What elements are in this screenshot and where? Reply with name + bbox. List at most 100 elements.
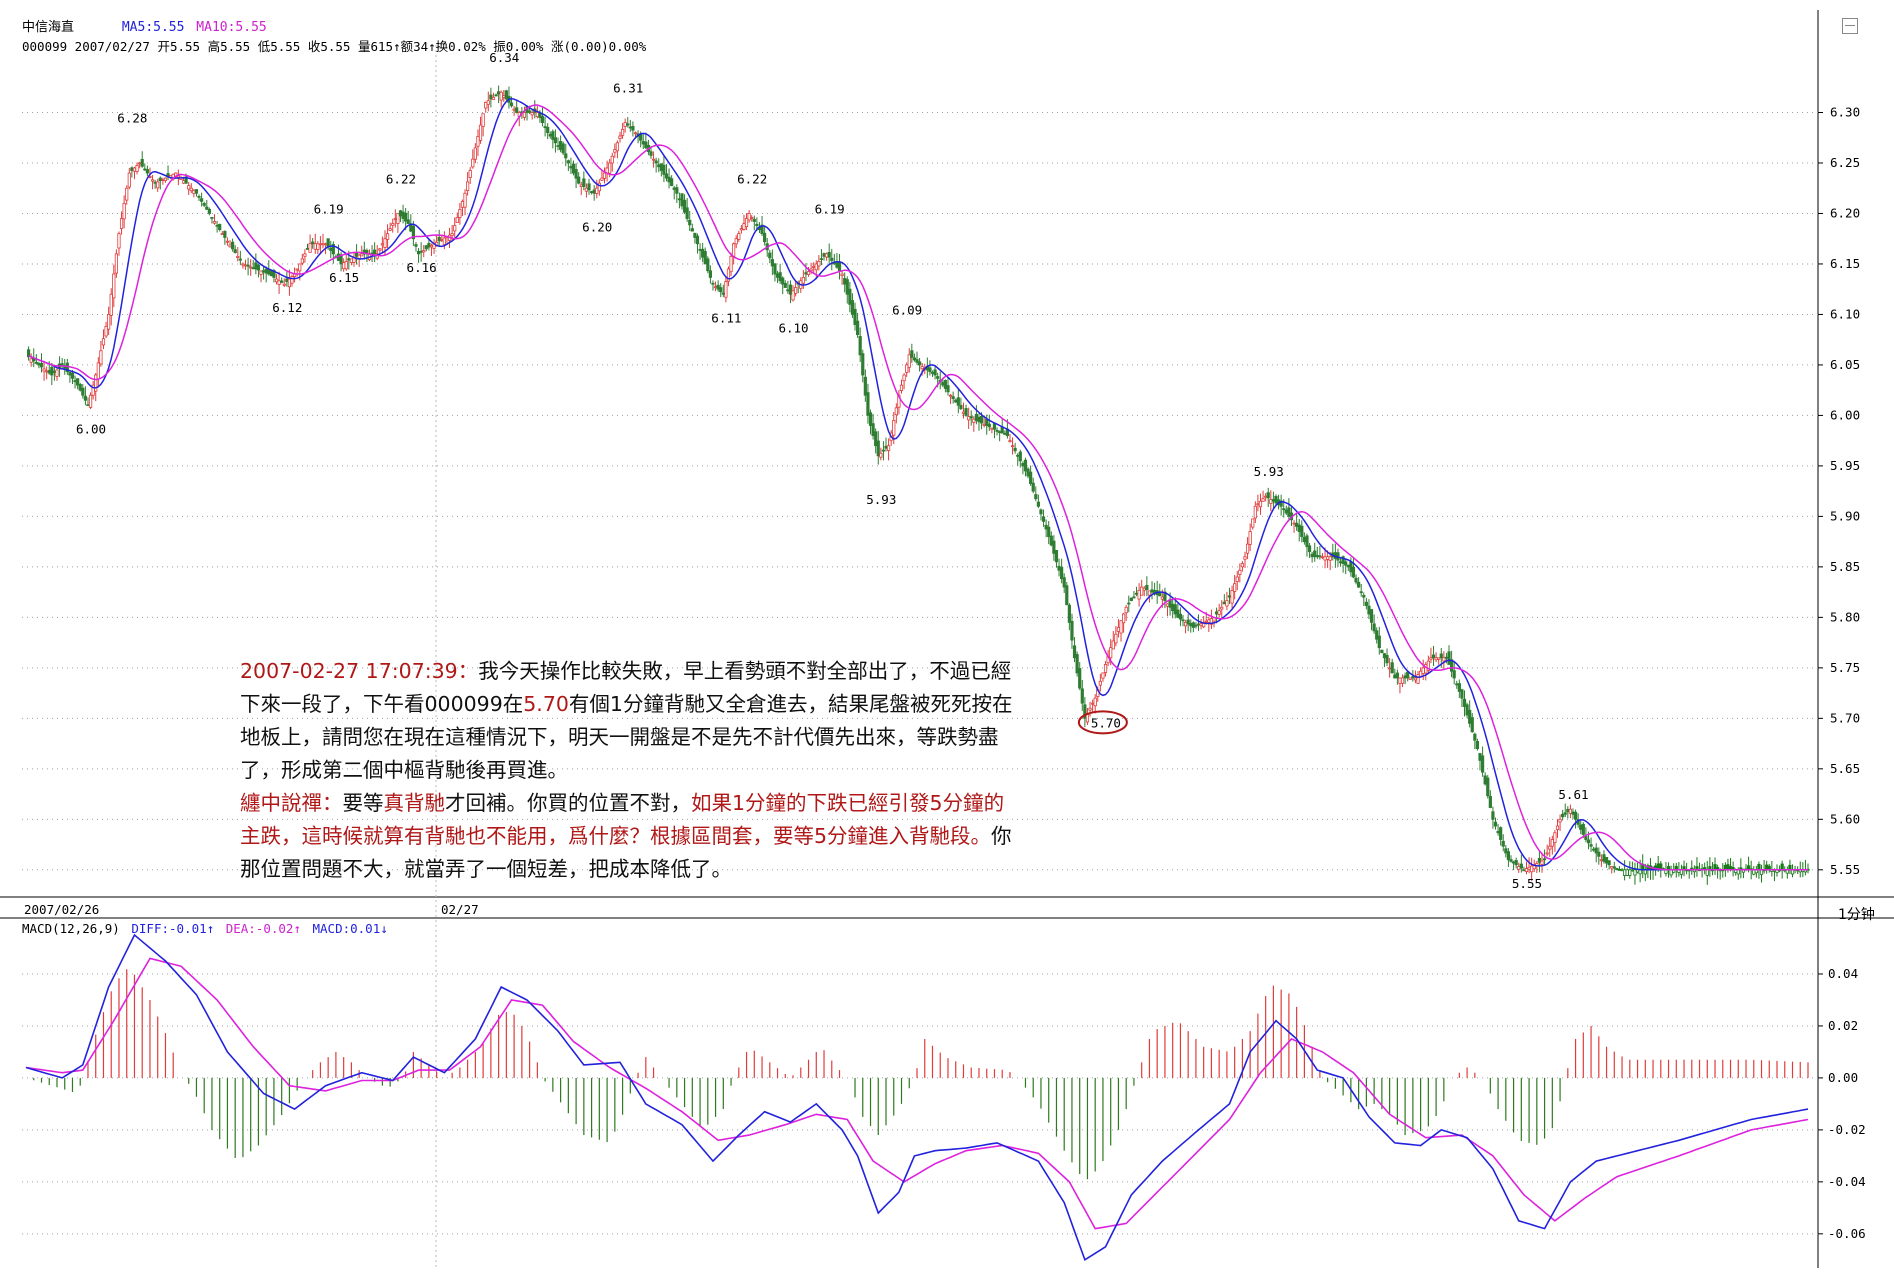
- candle-up: [138, 162, 142, 165]
- candle-up: [613, 149, 617, 153]
- candle-up: [734, 238, 738, 245]
- candle-up: [453, 225, 457, 232]
- candle-down: [763, 232, 767, 243]
- period-label[interactable]: 1分钟: [1838, 907, 1875, 923]
- candle-down: [1369, 609, 1374, 623]
- candle-up: [1558, 818, 1562, 823]
- candle-up: [323, 243, 328, 246]
- candle-up: [1524, 868, 1529, 872]
- candle-down: [1478, 753, 1482, 761]
- candle-up: [117, 233, 121, 249]
- candle-down: [783, 282, 787, 288]
- candle-down: [52, 370, 57, 373]
- candle-up: [1555, 825, 1560, 830]
- price-annotation: 5.93: [1254, 464, 1284, 479]
- x-tick-label: 2007/02/26: [24, 902, 99, 917]
- candle-up: [383, 238, 387, 248]
- price-annotation: 6.31: [613, 80, 643, 95]
- candle-up: [1426, 660, 1430, 671]
- candle-down: [551, 131, 555, 140]
- candle-down: [804, 272, 808, 275]
- candle-up: [1142, 587, 1146, 591]
- candle-up: [1103, 664, 1108, 673]
- candle-down: [1393, 674, 1397, 679]
- candle-up: [442, 237, 446, 245]
- price-annotation: 5.93: [866, 492, 896, 507]
- candle-down: [1406, 671, 1410, 679]
- candle-up: [1320, 556, 1325, 559]
- price-tick-label: 6.30: [1830, 104, 1860, 119]
- candle-up: [1160, 596, 1164, 600]
- candle-down: [1307, 545, 1312, 553]
- candle-down: [1067, 604, 1071, 623]
- candle-up: [990, 427, 994, 430]
- candle-down: [631, 125, 635, 131]
- candle-down: [494, 94, 498, 97]
- candle-down: [677, 198, 682, 201]
- candle-down: [158, 177, 162, 182]
- candle-up: [29, 358, 33, 363]
- question-timestamp: 2007-02-27 17:07:39：: [240, 659, 479, 683]
- candle-up: [122, 202, 126, 220]
- candle-up: [295, 268, 299, 271]
- candle-up: [817, 261, 821, 267]
- candle-up: [282, 283, 286, 286]
- candle-down: [1594, 847, 1598, 854]
- candle-up: [1437, 657, 1441, 660]
- candle-up: [99, 350, 103, 365]
- candle-up: [1207, 619, 1211, 623]
- candle-up: [1091, 702, 1095, 705]
- candle-down: [264, 268, 268, 274]
- candle-up: [1326, 556, 1330, 560]
- candle-up: [313, 243, 317, 250]
- candle-up: [579, 184, 583, 187]
- candle-down: [566, 160, 570, 164]
- question-text: 2007-02-27 17:07:39：我今天操作比較失敗，早上看勢頭不對全部出…: [240, 655, 1020, 787]
- candle-down: [1297, 524, 1301, 532]
- candle-down: [1455, 683, 1459, 686]
- candle-up: [633, 132, 638, 135]
- candle-up: [1217, 610, 1221, 615]
- candle-down: [1493, 821, 1498, 827]
- candle-up: [620, 128, 625, 136]
- candle-up: [396, 213, 400, 224]
- candle-down: [411, 225, 415, 240]
- candle-down: [414, 244, 418, 247]
- candle-down: [437, 236, 441, 242]
- candle-down: [1083, 704, 1087, 719]
- candle-up: [1323, 556, 1327, 561]
- low-price-circle: [1077, 710, 1128, 735]
- candle-up: [886, 445, 891, 451]
- price-tick-label: 6.05: [1830, 357, 1860, 372]
- candle-up: [801, 277, 805, 284]
- price-tick-label: 5.80: [1830, 609, 1860, 624]
- stock-name: 中信海直: [22, 20, 75, 35]
- candle-down: [773, 263, 777, 275]
- candle-down: [1612, 866, 1616, 869]
- price-annotation: 6.34: [489, 50, 519, 65]
- candle-up: [422, 250, 426, 253]
- candle-down: [1460, 689, 1464, 699]
- candle-down: [261, 270, 266, 273]
- candle-down: [695, 235, 700, 245]
- candle-up: [1116, 627, 1121, 632]
- candle-down: [1282, 508, 1286, 511]
- quote-info-line: 000099 2007/02/27 开5.55 高5.55 低5.55 收5.5…: [22, 39, 647, 54]
- panel-toggle-icon[interactable]: [1842, 18, 1858, 34]
- candle-down: [977, 416, 981, 423]
- candle-up: [602, 172, 607, 179]
- candle-down: [559, 141, 563, 150]
- candle-down: [680, 193, 684, 207]
- candle-down: [628, 126, 632, 129]
- candle-down: [974, 414, 979, 421]
- candle-down: [1597, 851, 1601, 857]
- candle-up: [1010, 445, 1015, 448]
- candle-down: [205, 206, 209, 210]
- candle-down: [86, 404, 90, 407]
- candle-down: [143, 168, 147, 171]
- candle-down: [969, 416, 973, 419]
- candle-up: [344, 261, 348, 270]
- candle-down: [1176, 609, 1180, 618]
